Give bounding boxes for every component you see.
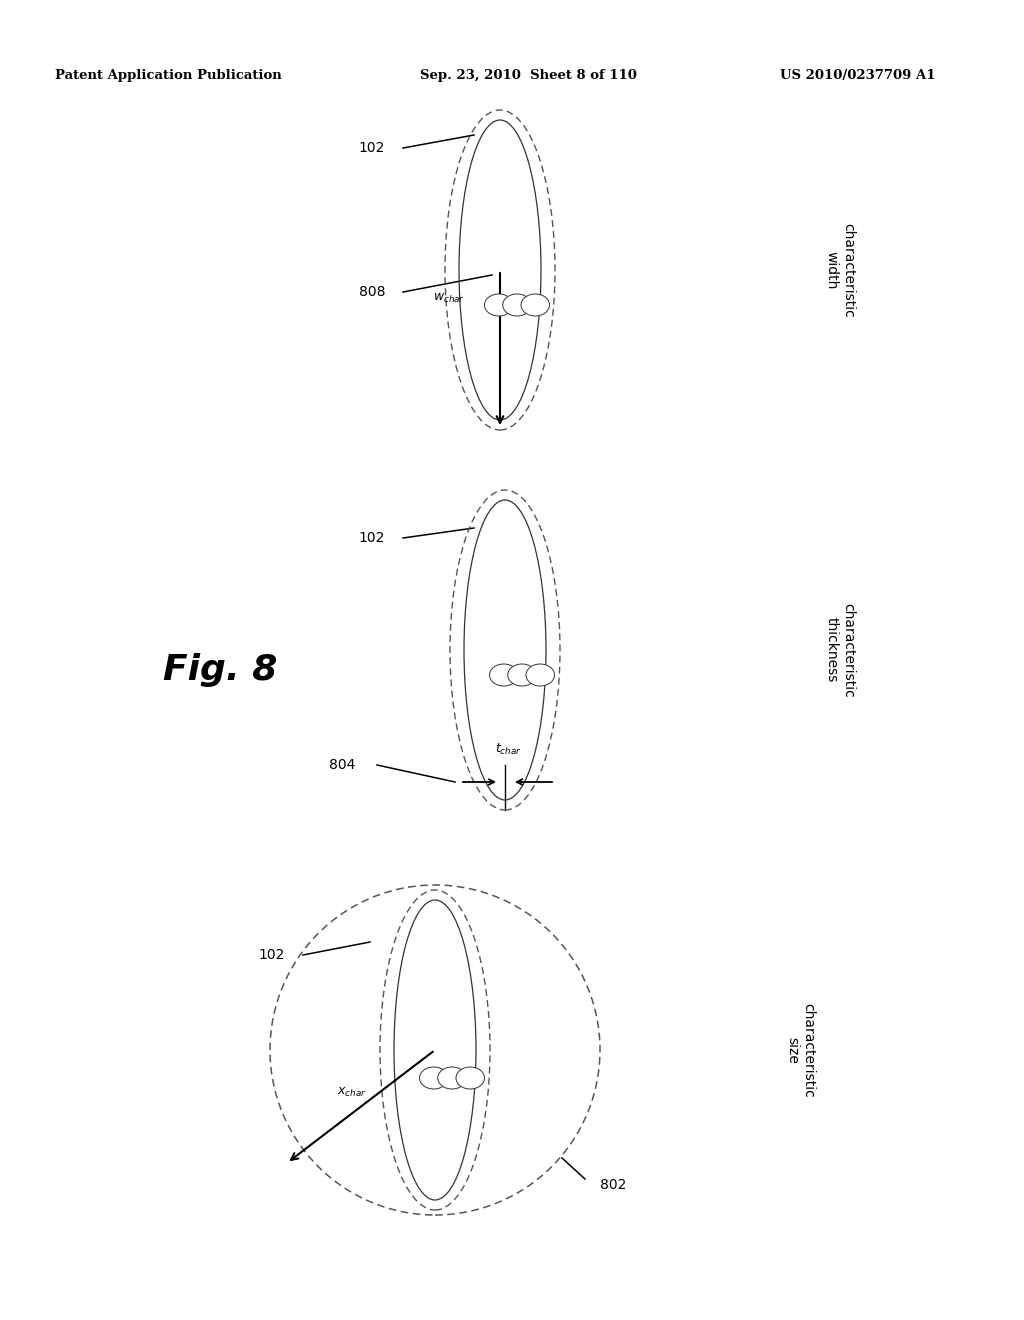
Text: characteristic
width: characteristic width (825, 223, 855, 317)
Text: Patent Application Publication: Patent Application Publication (55, 69, 282, 82)
Ellipse shape (456, 1067, 484, 1089)
Ellipse shape (484, 294, 513, 315)
Ellipse shape (420, 1067, 449, 1089)
Text: 804: 804 (329, 758, 355, 772)
Text: $w_{char}$: $w_{char}$ (433, 292, 465, 305)
Text: 808: 808 (358, 285, 385, 300)
Ellipse shape (437, 1067, 466, 1089)
Text: Fig. 8: Fig. 8 (163, 653, 278, 686)
Text: characteristic
size: characteristic size (785, 1003, 815, 1097)
Text: 102: 102 (358, 531, 385, 545)
Text: 102: 102 (358, 141, 385, 154)
Text: 802: 802 (600, 1177, 627, 1192)
Text: $t_{char}$: $t_{char}$ (495, 742, 521, 756)
Ellipse shape (526, 664, 554, 686)
Text: characteristic
thickness: characteristic thickness (825, 603, 855, 697)
Text: US 2010/0237709 A1: US 2010/0237709 A1 (780, 69, 936, 82)
Ellipse shape (489, 664, 518, 686)
Ellipse shape (521, 294, 550, 315)
Text: Sep. 23, 2010  Sheet 8 of 110: Sep. 23, 2010 Sheet 8 of 110 (420, 69, 637, 82)
Text: 102: 102 (259, 948, 285, 962)
Ellipse shape (508, 664, 537, 686)
Text: $x_{char}$: $x_{char}$ (337, 1085, 367, 1098)
Ellipse shape (503, 294, 531, 315)
